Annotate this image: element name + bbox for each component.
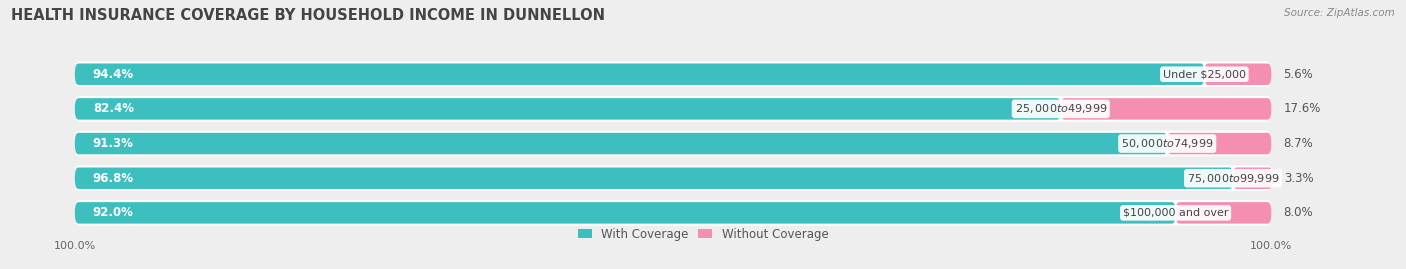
Text: $25,000 to $49,999: $25,000 to $49,999 [1015, 102, 1107, 115]
FancyBboxPatch shape [1233, 168, 1272, 189]
Text: $75,000 to $99,999: $75,000 to $99,999 [1187, 172, 1279, 185]
Text: Under $25,000: Under $25,000 [1163, 69, 1246, 79]
FancyBboxPatch shape [1175, 202, 1271, 224]
Text: 82.4%: 82.4% [93, 102, 134, 115]
Text: 8.0%: 8.0% [1284, 206, 1313, 220]
Text: 96.8%: 96.8% [93, 172, 134, 185]
FancyBboxPatch shape [75, 200, 1271, 226]
Text: 92.0%: 92.0% [93, 206, 134, 220]
Text: 5.6%: 5.6% [1284, 68, 1313, 81]
FancyBboxPatch shape [75, 165, 1271, 191]
Text: HEALTH INSURANCE COVERAGE BY HOUSEHOLD INCOME IN DUNNELLON: HEALTH INSURANCE COVERAGE BY HOUSEHOLD I… [11, 8, 605, 23]
Legend: With Coverage, Without Coverage: With Coverage, Without Coverage [578, 228, 828, 240]
Text: $50,000 to $74,999: $50,000 to $74,999 [1121, 137, 1213, 150]
Text: 17.6%: 17.6% [1284, 102, 1320, 115]
Text: Source: ZipAtlas.com: Source: ZipAtlas.com [1284, 8, 1395, 18]
FancyBboxPatch shape [75, 133, 1167, 154]
FancyBboxPatch shape [75, 98, 1060, 120]
FancyBboxPatch shape [1167, 133, 1271, 154]
Text: 8.7%: 8.7% [1284, 137, 1313, 150]
FancyBboxPatch shape [75, 131, 1271, 156]
Text: 91.3%: 91.3% [93, 137, 134, 150]
FancyBboxPatch shape [75, 61, 1271, 87]
FancyBboxPatch shape [75, 96, 1271, 122]
FancyBboxPatch shape [75, 168, 1233, 189]
FancyBboxPatch shape [75, 63, 1205, 85]
FancyBboxPatch shape [1060, 98, 1271, 120]
FancyBboxPatch shape [1205, 63, 1271, 85]
Text: 3.3%: 3.3% [1285, 172, 1315, 185]
FancyBboxPatch shape [75, 202, 1175, 224]
Text: 94.4%: 94.4% [93, 68, 134, 81]
Text: $100,000 and over: $100,000 and over [1123, 208, 1229, 218]
